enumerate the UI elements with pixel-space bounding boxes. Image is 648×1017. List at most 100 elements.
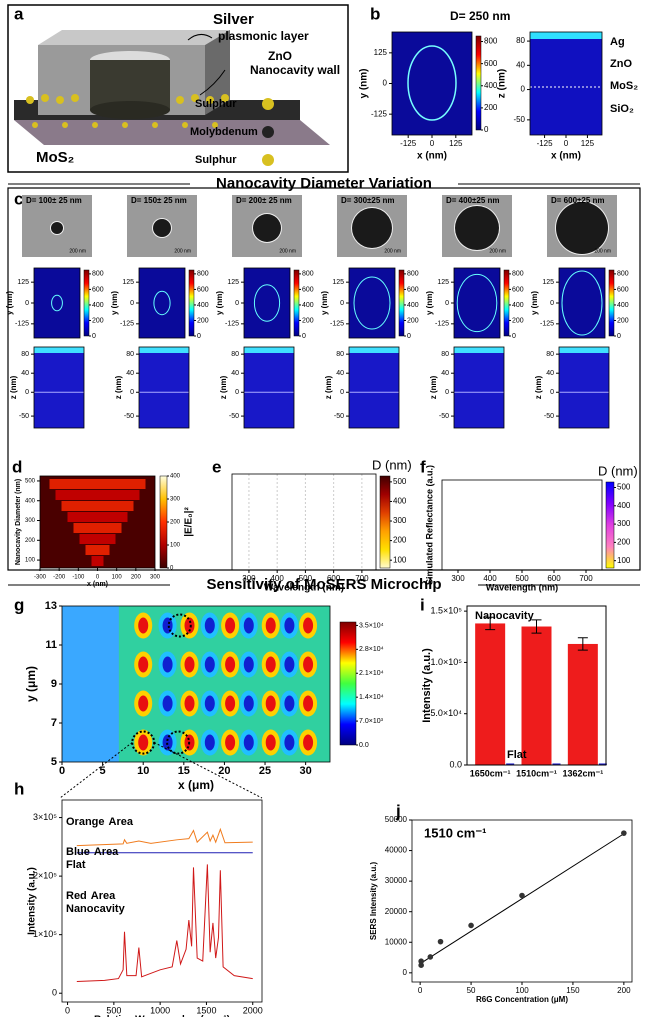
field-ring [253,284,281,322]
diameter-label: D= 300±25 nm [341,196,395,205]
x-tick-label: 600 [547,574,561,583]
colorbar-tick-label: 100 [617,556,631,565]
colorbar-tick-label: 300 [393,516,407,525]
x-tick-label: 0 [564,139,569,148]
y-tick-label: 0 [130,389,134,396]
hotspot [138,617,149,634]
diameter-label: D= 100± 25 nm [26,196,82,205]
error-bar [485,616,496,631]
colorbar-tick-label: 2.8×10⁴ [359,646,384,653]
x-tick-label: -125 [537,139,554,148]
panel-title: D= 250 nm [450,9,510,23]
hotspot [225,695,236,712]
x-tick-label: 500 [106,1005,121,1015]
bar [506,763,515,765]
x-tick-label: 10 [137,765,149,777]
point [437,938,444,945]
y-tick-label: 0 [52,988,57,998]
panel-label: g [14,595,24,614]
sem-hole [352,208,392,248]
y-tick-label: 13 [45,600,57,612]
x-tick-label: 25 [259,765,271,777]
diameter-label: D= 400±25 nm [446,196,500,205]
y-axis-label: z (nm) [324,375,333,399]
x-tick-label: 400 [270,574,284,583]
field-step [73,523,122,533]
colorbar [83,269,90,337]
legend-label: Area [94,846,119,858]
y-tick-label: 125 [374,48,388,57]
y-tick-label: -125 [435,321,449,328]
colorbar-tick-label: 1.4×10⁴ [359,694,384,701]
field-map [34,268,80,338]
y-tick-label: 40 [21,370,29,377]
hotspot [243,617,254,634]
spectrum [76,864,253,983]
y-tick-label: 3×10⁵ [33,812,57,822]
field-band [349,347,399,353]
y-tick-label: 1.0×10⁵ [430,657,462,667]
colorbar-tick-label: 0 [484,125,489,134]
selection [167,613,192,638]
field-band [530,32,602,39]
colorbar-tick-label: 800 [407,271,419,278]
y-axis-label: y (nm) [5,291,14,315]
field-band [244,347,294,353]
x-tick-label: 50 [467,986,476,995]
fit-line [419,833,625,965]
field-band [139,347,189,353]
y-axis-label: Nanocavity Diameter (nm) [15,479,22,565]
y-tick-label: 11 [45,639,57,651]
y-axis-label: y (nm) [359,69,370,99]
hotspot [162,734,173,751]
x-tick-label: -200 [53,575,66,581]
colorbar-tick-label: 800 [92,271,104,278]
axes-frame [39,475,156,569]
layer-label: SiO₂ [610,103,634,115]
panel-label: j [395,801,401,820]
field-band [34,347,84,353]
label: Molybdenum [190,126,258,138]
x-tick-label: 300 [242,574,256,583]
x-tick-label: 30 [300,765,312,777]
y-tick-label: 80 [516,36,525,45]
field-step [85,545,110,555]
colorbar-tick-label: 200 [484,103,498,112]
y-tick-label: 30000 [385,876,408,885]
label: ZnO [268,49,292,63]
x-axis-label: x (μm) [178,778,214,792]
y-tick-label: 100 [25,558,36,564]
hotspot [162,617,173,634]
hotspot [284,656,295,673]
y-tick-label: 0 [521,85,526,94]
point [621,830,627,836]
panel-label: c [14,189,23,208]
y-tick-label: 9 [51,678,57,690]
x-tick-label: -300 [34,575,47,581]
sem-hole [556,202,608,254]
y-axis-label: z (nm) [497,69,508,98]
axes-frame [558,267,606,339]
y-tick-label: 40000 [385,846,408,855]
x-tick-label: 100 [112,575,123,581]
y-axis-label: z (nm) [534,375,543,399]
x-tick-label: 600 [327,574,341,583]
field-map [454,347,504,428]
colorbar [339,621,357,746]
axes-frame [348,267,396,339]
legend-label: Area [109,816,134,828]
axes-frame [61,605,331,763]
axes-frame [453,346,505,429]
colorbar [159,475,168,569]
y-tick-label: 125 [227,279,239,286]
x-tick-label: 15 [178,765,190,777]
section-title: Nanocavity Diameter Variation [216,175,432,192]
panel-label: e [212,457,221,476]
x-tick-label: 0 [59,765,65,777]
bar [552,763,561,765]
x-tick-label: 1650cm⁻¹ [470,768,511,778]
y-tick-label: 40 [126,370,134,377]
colorbar-tick-label: 800 [484,37,498,46]
colorbar-tick-label: 0 [407,333,411,340]
